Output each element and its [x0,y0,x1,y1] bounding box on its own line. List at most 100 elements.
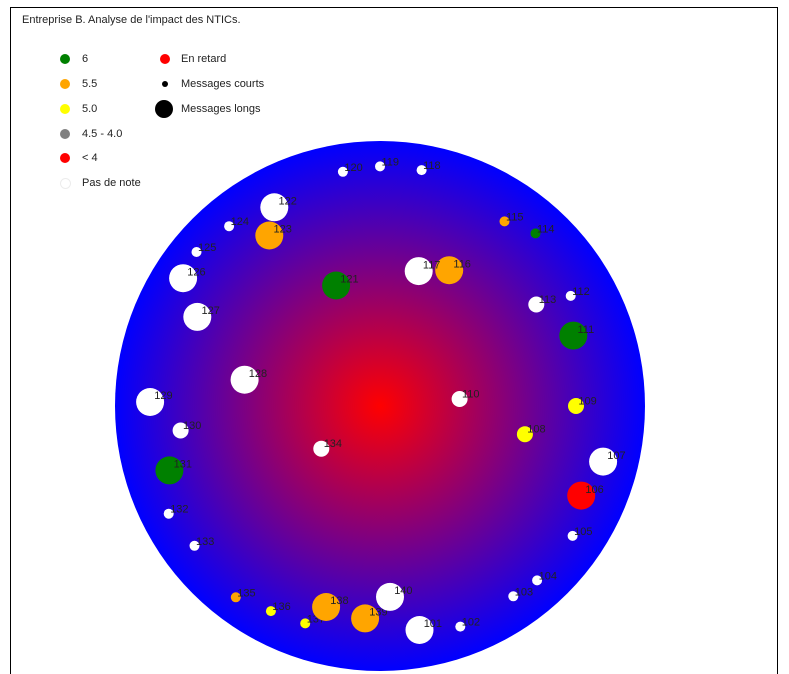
node-label-125: 125 [198,242,216,254]
node-106 [567,481,596,510]
node-113 [528,296,545,313]
node-label-132: 132 [170,504,188,516]
legend-label-long-messages: Messages longs [181,103,261,115]
node-label-109: 109 [578,395,596,407]
node-label-107: 107 [607,450,625,462]
node-label-112: 112 [572,286,590,298]
node-label-102: 102 [462,617,480,629]
node-label-103: 103 [515,586,533,598]
node-label-108: 108 [527,424,545,436]
node-label-105: 105 [574,526,592,538]
node-129 [136,388,165,416]
node-117 [404,257,433,286]
node-107 [589,447,618,476]
node-label-118: 118 [423,160,441,172]
node-128 [230,365,259,394]
node-label-130: 130 [183,420,201,432]
node-label-113: 113 [539,294,557,306]
legend-dot-grade-4-5 [60,129,70,139]
node-122 [260,193,289,222]
node-label-128: 128 [249,368,267,380]
node-108 [516,426,533,443]
node-111 [559,321,588,350]
node-label-116: 116 [453,258,471,270]
node-116 [435,256,464,285]
node-101 [405,616,434,644]
node-label-134: 134 [324,438,342,450]
legend-label-late: En retard [181,53,227,65]
legend-dot-grade-5-5 [60,79,70,89]
legend-label-grade-6: 6 [82,53,89,65]
node-109 [568,398,584,414]
node-127 [183,302,212,331]
legend-dot-grade-6 [60,54,70,64]
node-124 [224,221,235,232]
gradient-disc [115,141,645,671]
node-118 [416,165,427,176]
node-138 [312,593,341,621]
legend-dot-short-messages [162,81,168,87]
chart-title: Entreprise B. Analyse de l'impact des NT… [22,14,241,26]
node-label-131: 131 [174,459,192,471]
node-label-110: 110 [462,388,480,400]
node-label-104: 104 [539,570,557,582]
node-136 [265,606,276,617]
node-label-120: 120 [344,162,362,174]
node-123 [255,221,284,250]
node-label-133: 133 [196,536,214,548]
node-label-135: 135 [237,587,255,599]
node-105 [567,530,578,541]
node-114 [530,228,541,239]
node-label-121: 121 [340,274,358,286]
node-label-119: 119 [382,156,400,168]
node-layer: 101 102 103 104 105 106 107 108 109 110 111 112 113 1… [136,156,626,644]
node-120 [337,166,348,177]
node-125 [191,247,202,257]
node-label-111: 111 [578,324,595,336]
node-label-106: 106 [585,484,603,496]
node-label-117: 117 [423,259,441,271]
node-label-139: 139 [369,607,387,619]
node-134 [313,440,330,457]
node-112 [565,290,576,301]
node-label-127: 127 [202,305,220,317]
node-139 [351,604,380,633]
legend-dot-no-grade [60,178,71,189]
legend-label-grade-4-5: 4.5 - 4.0 [82,128,123,140]
legend-dot-grade-lt-4 [60,153,70,163]
node-131 [155,456,184,485]
node-133 [189,540,200,551]
node-label-124: 124 [231,216,249,228]
node-102 [455,621,466,632]
legend-dot-grade-5-0 [60,104,70,114]
node-label-138: 138 [330,595,348,607]
legend-label-grade-lt-4: < 4 [82,152,98,164]
node-104 [532,575,543,586]
node-label-115: 115 [506,211,524,223]
node-label-123: 123 [274,224,292,236]
node-137 [300,618,311,629]
node-110 [451,391,468,407]
node-126 [169,264,198,293]
node-label-114: 114 [537,223,555,235]
legend-label-short-messages: Messages courts [181,78,265,90]
legend-dot-late [160,54,170,64]
node-132 [163,508,174,519]
node-label-129: 129 [154,390,172,402]
node-label-122: 122 [279,196,297,208]
node-135 [230,592,241,603]
legend-label-grade-5-5: 5.5 [82,78,98,90]
node-140 [376,582,404,611]
legend-dot-long-messages [155,100,173,118]
legend-label-grade-5-0: 5.0 [82,103,98,115]
node-label-140: 140 [394,585,412,597]
node-130 [172,422,189,439]
node-103 [508,591,519,602]
node-label-136: 136 [272,601,290,613]
node-115 [499,216,510,227]
node-label-126: 126 [187,266,205,278]
node-label-101: 101 [424,618,442,630]
node-121 [322,271,351,300]
legend-label-no-grade: Pas de note [82,177,141,189]
